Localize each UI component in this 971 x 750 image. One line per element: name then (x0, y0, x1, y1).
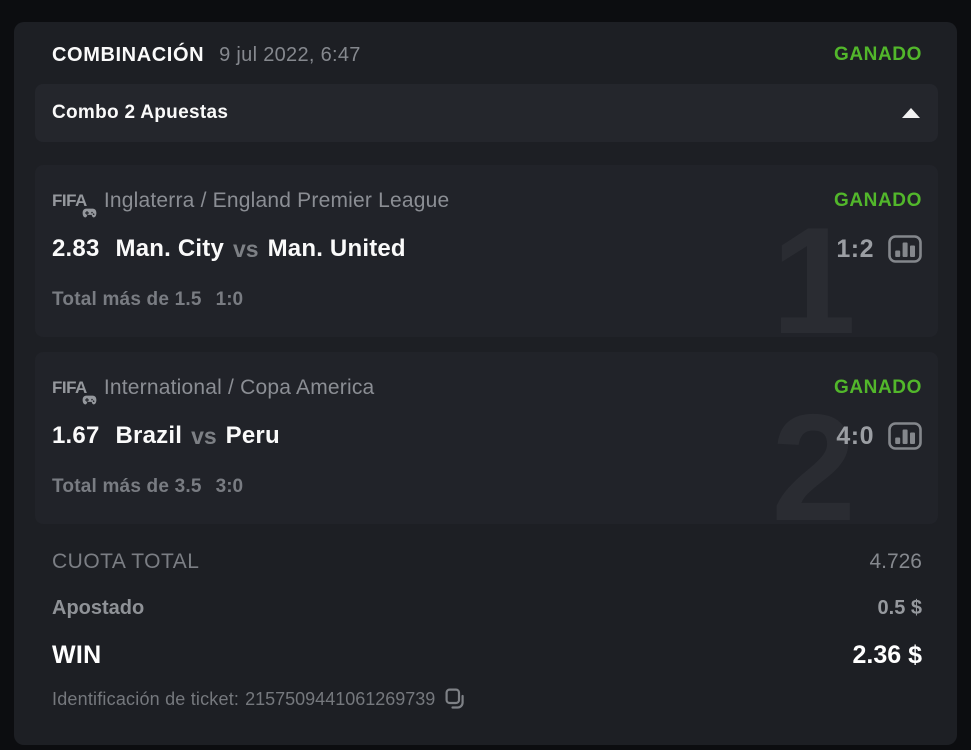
combo-label: Combo 2 Apuestas (52, 102, 229, 123)
bar-chart-icon (888, 235, 922, 263)
gamepad-icon (82, 395, 97, 405)
gamepad-icon (82, 208, 97, 218)
league-name: International / Copa America (103, 376, 375, 399)
ticket-header: COMBINACIÓN 9 jul 2022, 6:47 GANADO (35, 22, 938, 84)
total-odds-label: CUOTA TOTAL (52, 550, 200, 573)
fifa-logo: FIFA (52, 378, 97, 405)
bet-card-1: 1 FIFA Inglaterra / England Premier Leag… (35, 165, 938, 337)
bet-odds: 2.83 (52, 235, 100, 262)
stake-value: 0.5 $ (877, 596, 922, 619)
match-row: 1.67 Brazil vs Peru 4:0 (52, 421, 922, 451)
match-stats-button[interactable] (888, 422, 922, 450)
copy-ticket-id-button[interactable] (445, 688, 465, 710)
win-value: 2.36 $ (852, 640, 922, 669)
market-row: Total más de 3.5 3:0 (52, 475, 922, 499)
home-team: Man. City (115, 235, 224, 262)
ticket-id-value: 2157509441061269739 (245, 688, 436, 709)
collapse-up-icon[interactable] (902, 108, 920, 118)
match-row: 2.83 Man. City vs Man. United 1:2 (52, 234, 922, 264)
win-label: WIN (52, 640, 102, 669)
bet-odds: 1.67 (52, 422, 100, 449)
fifa-logo-text: FIFA (52, 191, 87, 210)
ticket-type-title: COMBINACIÓN (52, 43, 205, 66)
win-row: WIN 2.36 $ (35, 631, 938, 679)
copy-icon (445, 688, 465, 709)
combo-collapse-row[interactable]: Combo 2 Apuestas (35, 84, 938, 142)
fifa-logo-text: FIFA (52, 378, 87, 397)
vs-separator: vs (191, 422, 217, 449)
ticket-datetime: 9 jul 2022, 6:47 (219, 43, 361, 66)
fifa-logo: FIFA (52, 191, 97, 218)
bet-ticket-panel: COMBINACIÓN 9 jul 2022, 6:47 GANADO Comb… (14, 22, 957, 745)
market-score: 1:0 (215, 289, 244, 310)
match-score: 1:2 (836, 234, 874, 263)
market-name: Total más de 3.5 (52, 476, 202, 497)
away-team: Peru (225, 422, 280, 449)
stake-label: Apostado (52, 596, 145, 619)
market-score: 3:0 (215, 476, 244, 497)
total-odds-row: CUOTA TOTAL 4.726 (35, 539, 938, 585)
bet-index-watermark: 2 (771, 392, 856, 524)
bet-status-badge: GANADO (833, 190, 922, 211)
bar-chart-icon (888, 422, 922, 450)
ticket-id-row: Identificación de ticket: 21575094410612… (35, 679, 938, 719)
vs-separator: vs (233, 235, 259, 262)
ticket-id-label: Identificación de ticket: (52, 688, 240, 709)
bet-index-watermark: 1 (771, 205, 856, 337)
away-team: Man. United (267, 235, 406, 262)
total-odds-value: 4.726 (869, 550, 922, 573)
match-stats-button[interactable] (888, 235, 922, 263)
league-row: FIFA Inglaterra / England Premier League… (52, 165, 922, 218)
market-row: Total más de 1.5 1:0 (52, 288, 922, 312)
bet-status-badge: GANADO (833, 377, 922, 398)
league-name: Inglaterra / England Premier League (103, 189, 450, 212)
ticket-status-badge: GANADO (833, 44, 922, 65)
home-team: Brazil (115, 422, 183, 449)
market-name: Total más de 1.5 (52, 289, 202, 310)
match-score: 4:0 (836, 421, 874, 450)
stake-row: Apostado 0.5 $ (35, 585, 938, 631)
bet-card-2: 2 FIFA International / Copa America GANA… (35, 352, 938, 524)
league-row: FIFA International / Copa America GANADO (52, 352, 922, 405)
